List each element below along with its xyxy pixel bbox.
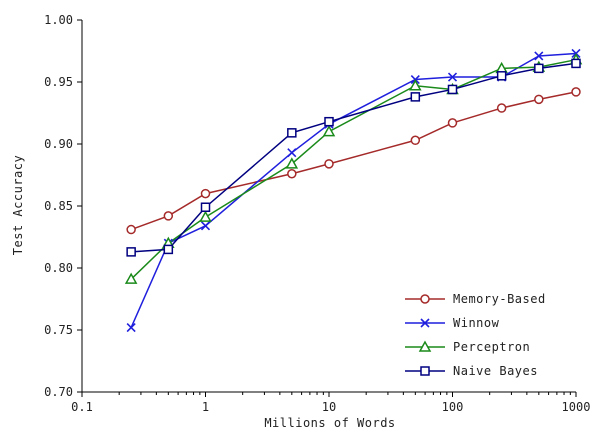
y-tick-label: 0.95 xyxy=(44,75,73,89)
winnow-line xyxy=(130,52,577,328)
winnow-point xyxy=(287,148,297,158)
y-tick-label: 0.75 xyxy=(44,323,73,337)
naive-bayes-point xyxy=(447,84,458,95)
legend-swatch-marker xyxy=(420,318,430,328)
naive-bayes-point xyxy=(571,58,581,69)
memory-based-point xyxy=(324,159,334,169)
x-tick-label: 1000 xyxy=(562,400,591,414)
y-tick-label: 0.85 xyxy=(44,199,73,213)
y-tick-label: 0.80 xyxy=(44,261,73,275)
y-tick-label: 0.90 xyxy=(44,137,73,151)
legend-label: Winnow xyxy=(453,316,500,330)
naive-bayes-point xyxy=(287,128,297,138)
memory-based-point xyxy=(447,118,458,128)
x-axis-title: Millions of Words xyxy=(264,416,395,430)
memory-based-point xyxy=(496,103,507,113)
perceptron-line xyxy=(130,58,577,280)
series-lines xyxy=(130,52,577,328)
legend-item-perceptron: Perceptron xyxy=(405,340,530,354)
y-axis-ticks: 0.70 0.75 0.80 0.85 0.90 0.95 1.00 xyxy=(44,13,82,399)
naive-bayes-point xyxy=(163,244,174,255)
memory-based-point xyxy=(126,224,136,235)
naive-bayes-point xyxy=(410,92,421,102)
naive-bayes-point xyxy=(126,247,136,257)
naive-bayes-line xyxy=(131,62,577,253)
memory-based-point xyxy=(287,169,297,179)
memory-based-point xyxy=(410,135,421,146)
x-tick-label: 10 xyxy=(322,400,336,414)
legend-item-naive-bayes: Naive Bayes xyxy=(405,364,538,378)
y-axis-title: Test Accuracy xyxy=(11,155,25,255)
naive-bayes-point xyxy=(324,116,334,127)
legend-item-memory-based: Memory-Based xyxy=(405,292,546,306)
memory-based-point xyxy=(571,87,581,97)
perceptron-point xyxy=(322,125,336,137)
legend-item-winnow: Winnow xyxy=(405,316,500,330)
x-tick-label: 100 xyxy=(442,400,464,414)
winnow-point xyxy=(126,322,136,333)
x-axis-ticks: 0.1 1 10 100 1000 xyxy=(71,392,590,414)
naive-bayes-point xyxy=(496,71,507,81)
legend-label: Perceptron xyxy=(453,340,530,354)
perceptron-point xyxy=(285,157,299,169)
memory-based-line xyxy=(130,91,577,231)
legend-label: Naive Bayes xyxy=(453,364,538,378)
winnow-point xyxy=(534,51,544,61)
legend-swatch-marker xyxy=(420,366,430,376)
perceptron-point xyxy=(124,272,138,284)
legend-label: Memory-Based xyxy=(453,292,546,306)
naive-bayes-point xyxy=(534,63,544,74)
legend-swatch-marker xyxy=(420,294,430,304)
perceptron-point xyxy=(199,210,212,222)
memory-based-point xyxy=(534,94,544,105)
y-tick-label: 1.00 xyxy=(44,13,73,27)
memory-based-point xyxy=(200,188,211,199)
y-tick-label: 0.70 xyxy=(44,385,73,399)
x-tick-label: 1 xyxy=(202,400,209,414)
winnow-point xyxy=(447,72,458,82)
winnow-point xyxy=(200,221,211,231)
legend-swatch-marker xyxy=(418,340,432,352)
x-tick-label: 0.1 xyxy=(71,400,93,414)
naive-bayes-point xyxy=(200,202,211,212)
series-markers xyxy=(124,48,583,333)
chart-legend: Memory-Based Winnow Perceptron Naive Bayes xyxy=(405,292,546,378)
memory-based-point xyxy=(163,211,174,221)
perceptron-point xyxy=(409,79,422,91)
